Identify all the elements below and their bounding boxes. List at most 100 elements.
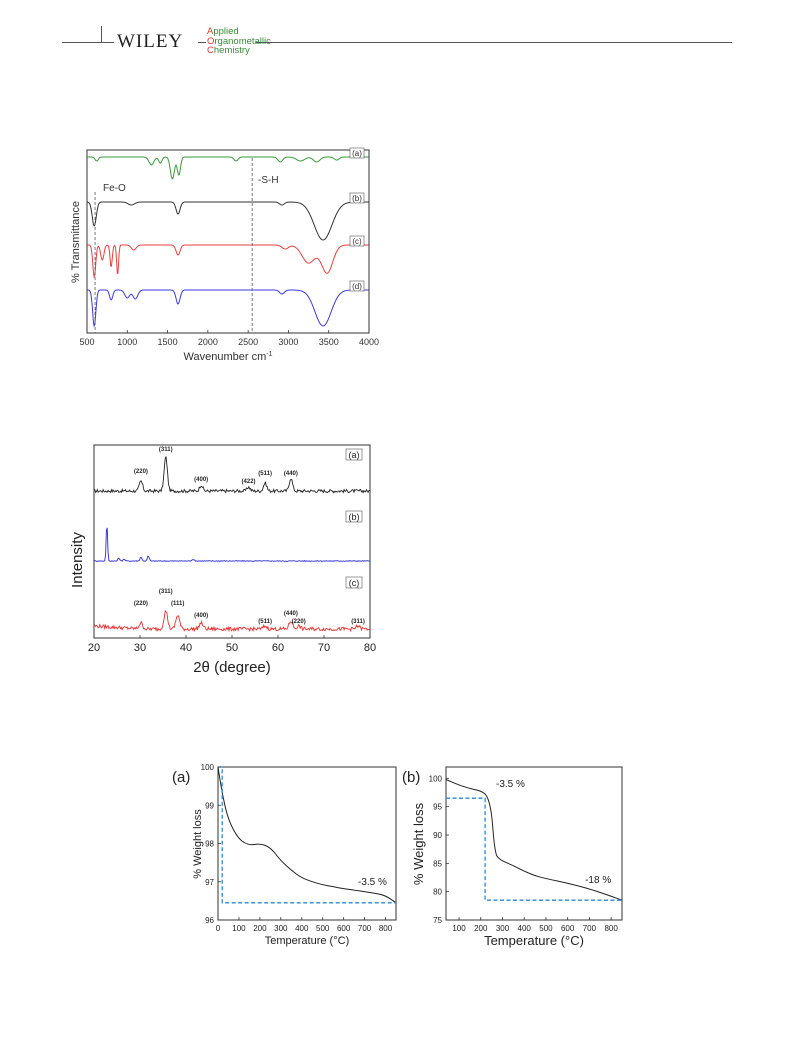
xrd-peak-label: (511) [258,619,272,625]
tga-y-tick-label: 97 [205,878,214,887]
xrd-peak-label: (400) [194,613,208,619]
tga-x-tick-label: 600 [561,924,575,933]
tga-y-tick-label: 99 [205,801,214,810]
tga-b-ticks: 100 200 300 400 500 600 700 800 75 80 85 90 95 100 [429,774,619,933]
ftir-plot-frame [86,149,370,334]
ftir-series-line [87,156,369,180]
publisher-logo: WILEY [117,31,184,52]
xrd-xlabel: 2θ (degree) [193,659,271,676]
ftir-series-label-box [349,192,365,204]
tga-b-weight-curve [445,779,623,901]
xrd-x-ticks: 20 30 40 50 60 70 80 [88,635,376,654]
tga-a-plot-frame [217,766,397,921]
xrd-tick-label: 60 [272,642,284,654]
tga-x-tick-label: 200 [253,924,267,933]
ftir-reference-lines [94,158,253,333]
xrd-tick-label: 80 [364,642,376,654]
xrd-peak-label: (511) [258,471,272,477]
tga-x-tick-label: 300 [496,924,510,933]
ftir-series-line [87,289,369,328]
xrd-curves [93,456,370,633]
header-rule-left [62,42,114,43]
tga-a-ticks: 0 100 200 300 400 500 600 700 800 96 97 98 99 100 [201,763,393,933]
tga-x-tick-label: 100 [452,924,466,933]
tga-x-tick-label: 300 [274,924,288,933]
ftir-series-line [86,201,369,241]
tga-a-weight-curve [217,766,397,904]
xrd-peak-label: (220) [134,601,148,607]
tga-x-tick-label: 600 [337,924,351,933]
page-header: WILEY Applied Organometallic Chemistry [0,0,793,60]
tga-y-tick-label: 80 [433,888,442,897]
xrd-peak-label: (220) [292,619,306,625]
xrd-tick-label: 20 [88,642,100,654]
xrd-tick-label: 40 [180,642,192,654]
xrd-series-labels: (a) (b) (c) [345,448,363,589]
tga-y-tick-label: 75 [433,916,442,925]
ftir-tick-label: 3000 [278,337,298,347]
xrd-peak-label: (440) [284,611,298,617]
tga-b-ylabel: % Weight loss [411,802,426,885]
ftir-series-label-box [349,235,365,247]
ftir-tick-label: 500 [79,337,94,347]
xrd-series-label-box [345,448,363,461]
xrd-peak-labels: (220)(311)(400) (422)(511) (440)(220)(311)… [134,447,365,625]
ftir-curves [86,156,369,328]
tga-y-tick-label: 100 [429,774,443,783]
tga-x-tick-label: 800 [379,924,393,933]
tga-y-tick-label: 95 [433,803,442,812]
tga-b-plot-frame [445,766,623,921]
tga-y-tick-label: 100 [201,763,215,772]
tga-x-tick-label: 200 [474,924,488,933]
tga-b-xlabel: Temperature (°C) [484,933,584,948]
ftir-x-ticks: 500 1000 1500 2000 2500 3000 3500 4000 [79,330,379,347]
tga-a-xlabel: Temperature (°C) [265,935,349,947]
tga-b-curves [445,779,623,901]
tga-b-annotation-2: -18 % [585,875,611,886]
xrd-series-label-box [345,510,363,523]
ftir-series-label-box [349,280,365,292]
xrd-peak-label: (111) [171,601,184,607]
xrd-series-label-box [345,576,363,589]
tga-x-tick-label: 700 [583,924,597,933]
xrd-peak-label: (311) [351,619,365,625]
ftir-annotation-fe-o: Fe-O [103,183,126,194]
ftir-ylabel: % Transmittance [70,201,82,283]
xrd-ylabel: Intensity [69,532,86,588]
tga-x-tick-label: 400 [518,924,532,933]
xrd-series-label: (b) [349,512,360,522]
ftir-figure: 500 1000 1500 2000 2500 3000 3500 4000 (a) (b) (c… [70,147,379,363]
tga-y-tick-label: 85 [433,859,442,868]
ftir-xlabel: Wavenumber cm-1 [184,351,273,363]
tga-x-tick-label: 0 [216,924,221,933]
tga-b-figure: (b) 100 200 300 400 500 600 700 800758085909510… [402,766,623,948]
ftir-series-label: (c) [352,237,362,246]
xrd-peak-label: (440) [284,471,298,477]
tga-a-ylabel: % Weight loss [192,809,204,879]
xrd-peak-label: (311) [159,447,173,453]
tga-a-panel-label: (a) [172,769,190,786]
xrd-series-label: (c) [349,578,360,588]
ftir-tick-label: 4000 [359,337,379,347]
xrd-series-line [93,456,370,494]
ftir-tick-label: 2500 [238,337,258,347]
tga-x-tick-label: 500 [316,924,330,933]
ftir-annotation-s-h: -S-H [258,175,279,186]
journal-name: Applied Organometallic Chemistry [207,26,271,56]
tga-b-panel-label: (b) [402,769,420,786]
xrd-tick-label: 30 [134,642,146,654]
header-dash [198,42,206,43]
header-rule-right [256,42,732,43]
xrd-peak-label: (311) [159,589,173,595]
tga-x-tick-label: 500 [539,924,553,933]
tga-a-figure: (a) 0 100 200 300 400 500 600 700 800 96 97 98 99 100… [172,763,397,947]
ftir-tick-label: 1500 [158,337,178,347]
ftir-tick-label: 1000 [117,337,137,347]
tga-x-tick-label: 800 [604,924,618,933]
ftir-series-labels: (a) (b) (c) (d) [349,147,365,292]
ftir-tick-label: 3500 [319,337,339,347]
xrd-series-label: (a) [349,450,360,460]
xrd-tick-label: 50 [226,642,238,654]
tga-b-annotation-1: -3.5 % [496,779,525,790]
tga-y-tick-label: 96 [205,916,214,925]
